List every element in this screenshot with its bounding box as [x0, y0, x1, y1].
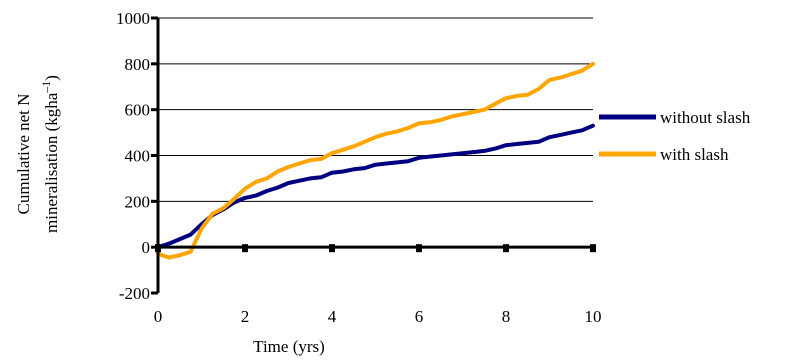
x-tick-4 — [329, 244, 335, 253]
y-tick-label-0: 0 — [142, 238, 151, 257]
series-line-with-slash — [156, 61, 595, 260]
series-layer — [156, 61, 595, 260]
y-axis-title: Cumulative net N mineralisation (kgha–1) — [14, 75, 61, 233]
x-tick-label-4: 4 — [328, 307, 337, 326]
y-tick-label--200: -200 — [119, 284, 150, 303]
x-tick-label-6: 6 — [415, 307, 424, 326]
legend-label-with-slash: with slash — [660, 145, 729, 164]
y-tick-label-600: 600 — [125, 101, 151, 120]
x-tick-8 — [503, 244, 509, 253]
series-line-without-slash — [156, 123, 595, 250]
y-tick-label-1000: 1000 — [116, 9, 150, 28]
y-tick-label-800: 800 — [125, 55, 151, 74]
y-tick-label-200: 200 — [125, 192, 151, 211]
gridlines — [158, 17, 593, 202]
x-tick-2 — [242, 244, 248, 253]
y-tick-label-400: 400 — [125, 147, 151, 166]
x-tick-6 — [416, 244, 422, 253]
legend: without slash with slash — [599, 108, 751, 164]
x-tick-0 — [155, 244, 161, 253]
axes — [151, 16, 596, 295]
y-axis-title-superscript: –1 — [39, 81, 53, 94]
legend-label-without-slash: without slash — [660, 108, 751, 127]
x-tick-label-10: 10 — [585, 307, 602, 326]
y-axis-title-line2: mineralisation (kgha–1) — [39, 75, 61, 233]
x-axis-title: Time (yrs) — [253, 337, 325, 356]
x-tick-label-2: 2 — [241, 307, 250, 326]
y-axis-title-line2-end: ) — [42, 75, 61, 81]
x-tick-label-8: 8 — [502, 307, 511, 326]
y-axis-title-line1: Cumulative net N — [14, 94, 33, 215]
x-tick-label-0: 0 — [154, 307, 163, 326]
x-tick-10 — [590, 244, 596, 253]
y-axis-title-line2-main: mineralisation (kgha — [42, 92, 61, 233]
